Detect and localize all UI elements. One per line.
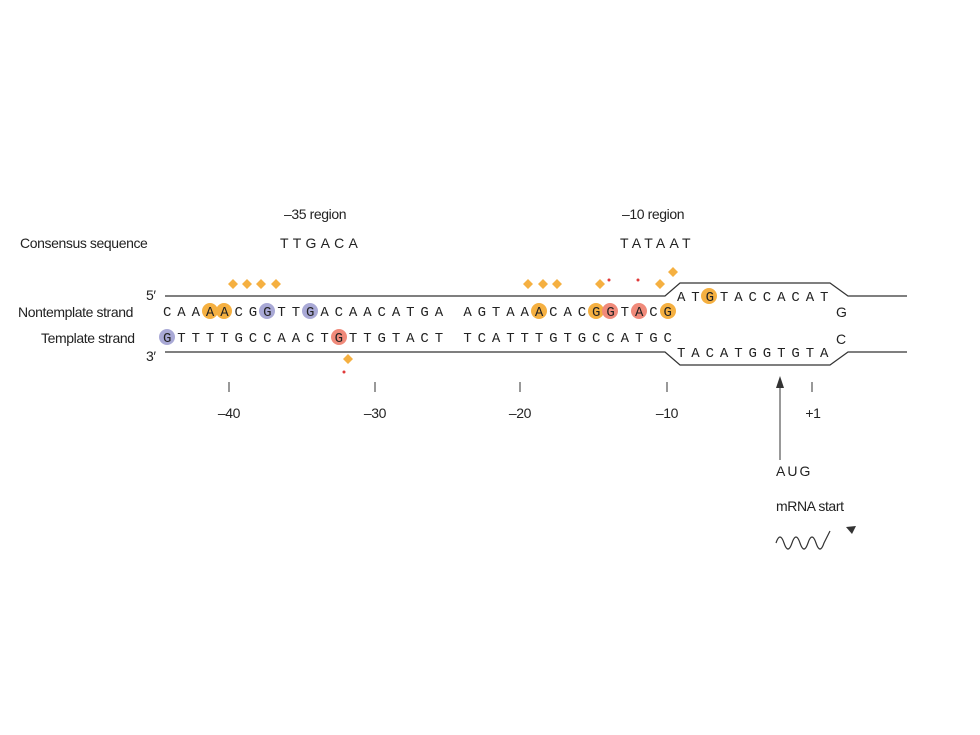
consensus-seq: TATAAT (620, 235, 695, 251)
strand-end: 5′ (146, 287, 156, 303)
contact (302, 303, 318, 319)
mrna-arrow-head (846, 526, 856, 534)
markers (228, 267, 678, 374)
position-ticks (228, 382, 813, 392)
position-label: –10 (656, 405, 679, 421)
strand-label: Nontemplate strand (18, 304, 133, 320)
mrna-wave (775, 530, 831, 550)
consensus-seq: TTGACA (280, 235, 362, 251)
strand-label: Template strand (41, 330, 135, 346)
loop-base: G (836, 304, 847, 320)
contact (701, 288, 717, 304)
region-title: –35 region (284, 206, 346, 222)
position-label: –40 (218, 405, 241, 421)
position-label: –30 (364, 405, 387, 421)
dot (342, 370, 346, 374)
nontemplate-highlights (202, 288, 717, 319)
dot (607, 278, 611, 282)
contact (159, 329, 175, 345)
contact (216, 303, 232, 319)
sequence: CAAAACGGTTGACAACATGA AGTAAACACGGTACG (163, 305, 678, 321)
bubble-sequence: ATGTACCACAT (677, 290, 834, 306)
bubble-sequence: TACATGGTGTA (677, 346, 834, 362)
position-label: +1 (805, 405, 821, 421)
position-label: –20 (509, 405, 532, 421)
nontemplate-backbone (165, 282, 907, 297)
contact (531, 303, 547, 319)
template-backbone (165, 351, 907, 366)
contact (588, 303, 604, 319)
loop-base: C (836, 331, 846, 347)
codon: AUG (776, 463, 812, 479)
dot (636, 278, 640, 282)
sequence: GTTTTGCCAACTGTTGTACT TCATTTGTGCCATGC (163, 331, 678, 347)
consensus-label: Consensus sequence (20, 235, 148, 251)
contact (259, 303, 275, 319)
mrna-label: mRNA start (776, 498, 844, 514)
contact (631, 303, 647, 319)
contact (602, 303, 618, 319)
contact (660, 303, 676, 319)
region-title: –10 region (622, 206, 684, 222)
arrow-head (776, 376, 784, 388)
strand-end: 3′ (146, 348, 156, 364)
contact (202, 303, 218, 319)
template-highlights (159, 329, 347, 345)
contact (331, 329, 347, 345)
